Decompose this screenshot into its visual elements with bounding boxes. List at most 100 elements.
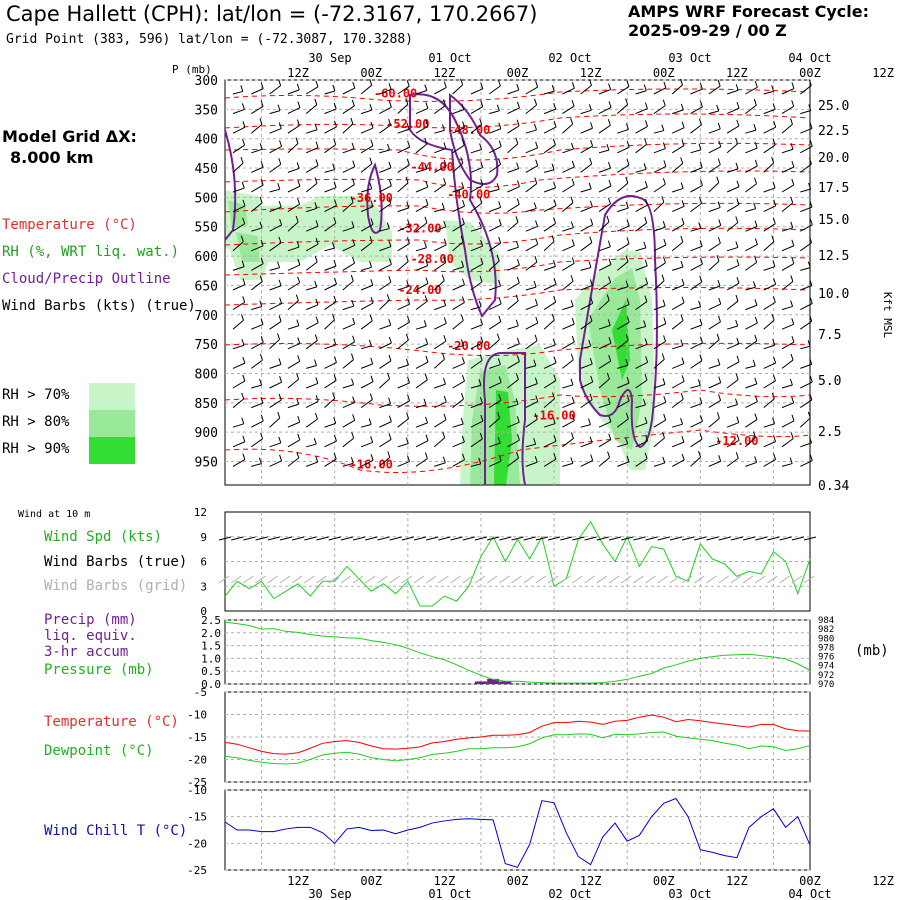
- wind-barb: [745, 340, 758, 350]
- surface-grid-barb: [486, 575, 498, 584]
- wind-barb: [251, 402, 264, 409]
- wind-barb: [360, 84, 373, 95]
- wind-barb: [580, 163, 592, 173]
- wind-barb-flag: [662, 99, 666, 106]
- wind-barb: [708, 207, 721, 213]
- wind-barb: [562, 262, 575, 271]
- wind-barb-flag: [570, 353, 574, 361]
- wind-barb-flag: [661, 274, 665, 281]
- wind-barb-flag: [478, 300, 482, 307]
- wind-barb-flag: [589, 314, 593, 322]
- wind-barb: [653, 341, 666, 350]
- date-label-top: 30 Sep: [308, 51, 351, 65]
- wind-barb-flag: [663, 335, 667, 342]
- wind-barb: [324, 222, 337, 232]
- wind-barb-flag: [498, 219, 502, 226]
- wind-barb: [726, 264, 740, 271]
- wind-barb: [781, 123, 793, 134]
- wind-barb-flag: [571, 82, 575, 89]
- wind-barb-flag: [662, 220, 666, 228]
- wind-barb-flag: [277, 261, 281, 268]
- wind-barb-flag: [607, 319, 611, 326]
- wind-barb-flag: [590, 454, 594, 461]
- wind-barb: [434, 183, 446, 193]
- wind-barb-flag: [791, 239, 795, 246]
- wind-barb-flag: [772, 417, 776, 424]
- wind-barb: [562, 359, 574, 369]
- wind-barb-flag: [279, 376, 283, 383]
- wind-barb: [470, 281, 483, 291]
- wind-barb: [543, 398, 555, 408]
- wind-barb-flag: [242, 278, 246, 285]
- wind-barb-flag: [644, 338, 648, 345]
- height-tick-label: 17.5: [818, 181, 849, 196]
- wind-barb: [360, 423, 372, 428]
- wind-barb-flag: [260, 414, 264, 422]
- surface-wind-barb: [365, 536, 378, 541]
- wind-barb: [452, 398, 464, 408]
- wind-barb: [800, 442, 812, 448]
- wind-barb-flag: [718, 140, 722, 147]
- wind-barb: [708, 182, 720, 193]
- wind-barb-flag: [736, 337, 740, 345]
- legend-temperature: Temperature (°C): [2, 217, 137, 233]
- pressure-tick: 984: [818, 616, 834, 626]
- surface-grid-barb: [791, 575, 803, 584]
- wind-barb: [653, 305, 666, 311]
- wind-barb-flag: [406, 358, 409, 366]
- windchill-tick: -10: [187, 784, 207, 797]
- wind-barb-flag: [241, 103, 245, 110]
- wind-barb: [580, 424, 591, 428]
- wind-barb-flag: [736, 259, 740, 266]
- wind-barb: [763, 380, 776, 389]
- wind-barb-flag: [570, 300, 574, 307]
- temperature-panel-frame: [224, 691, 811, 783]
- wind-barb: [745, 401, 758, 409]
- wind-barb-flag: [533, 359, 537, 366]
- wind-barb-flag: [698, 143, 702, 150]
- wind-barb-flag: [315, 80, 319, 88]
- wind-barb: [397, 285, 409, 291]
- wind-barb: [763, 266, 776, 271]
- wind-barb-flag: [259, 378, 263, 386]
- wind-barb: [671, 241, 684, 252]
- wind-barb-flag: [699, 161, 703, 168]
- wind-barb-flag: [496, 183, 500, 190]
- wind-barb: [598, 403, 611, 409]
- wind-barb-flag: [699, 432, 703, 440]
- height-axis-label: Kft MSL: [881, 292, 894, 339]
- wind-barb: [745, 165, 758, 173]
- wind-barb-flag: [388, 397, 392, 404]
- wind-barb: [598, 124, 611, 134]
- wind-barb-flag: [791, 178, 795, 186]
- height-tick-label: 2.5: [818, 425, 841, 440]
- wind-barb-flag: [680, 314, 684, 321]
- wind-barb-flag: [717, 158, 721, 165]
- wind-barb-flag: [351, 142, 355, 150]
- wind-barb: [799, 85, 812, 95]
- surface-wind-barb: [779, 536, 792, 541]
- wind-barb-flag: [771, 235, 775, 242]
- wind-barb: [781, 323, 794, 330]
- wind-barb-flag: [443, 160, 447, 167]
- wind-barb-flag: [388, 197, 392, 204]
- wind-barb: [708, 85, 721, 95]
- pressure-tick: 978: [818, 643, 834, 653]
- wind-barb: [562, 323, 575, 330]
- wind-barb-flag: [278, 315, 282, 322]
- surface-wind-barb: [596, 536, 609, 541]
- wind-barb-flag: [370, 218, 374, 225]
- wind-barb-flag: [754, 141, 758, 149]
- wind-barb: [507, 107, 520, 115]
- wind-barb: [671, 380, 685, 389]
- wind-barb: [562, 305, 574, 311]
- wind-barb: [543, 108, 556, 115]
- wind-barb-flag: [460, 314, 464, 321]
- surface-wind-barb: [352, 536, 366, 541]
- wind-barb-flag: [369, 393, 373, 400]
- wind-barb: [525, 225, 538, 232]
- wind-barb-flag: [405, 333, 409, 341]
- temperature-tick: -15: [187, 731, 207, 744]
- wind-barb-flag: [498, 122, 502, 129]
- wind-barb-flag: [258, 457, 262, 464]
